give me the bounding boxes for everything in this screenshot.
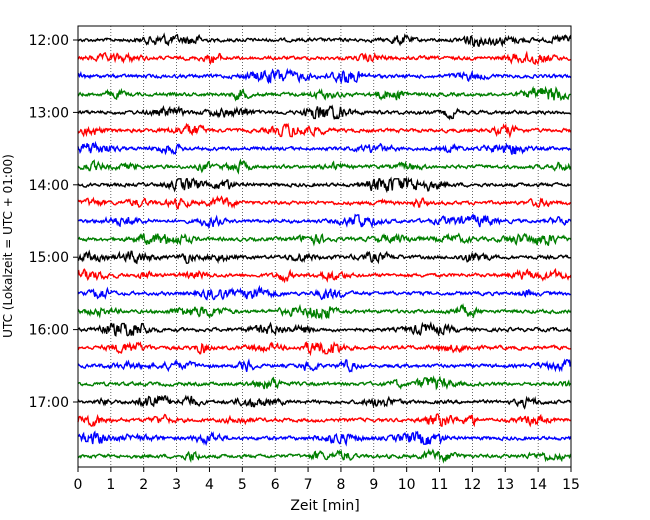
- trace-15: [77, 284, 571, 301]
- trace-16: [77, 302, 572, 321]
- x-tick-label-13: 13: [496, 477, 514, 493]
- trace-9: [77, 176, 572, 194]
- trace-20: [77, 375, 572, 391]
- trace-11: [77, 213, 572, 230]
- trace-10: [77, 195, 571, 210]
- y-tick-label-13:00: 13:00: [29, 105, 69, 121]
- x-tick-label-6: 6: [271, 477, 280, 493]
- trace-21: [77, 394, 572, 410]
- plot-background: [78, 26, 571, 467]
- y-tick-label-12:00: 12:00: [29, 33, 69, 49]
- trace-6: [77, 122, 572, 139]
- trace-2: [77, 50, 571, 66]
- trace-18: [77, 341, 572, 357]
- trace-1: [77, 32, 572, 48]
- trace-3: [77, 67, 572, 85]
- trace-12: [77, 232, 572, 247]
- trace-13: [77, 249, 571, 265]
- seismic-traces: [77, 32, 572, 464]
- y-tick-label-14:00: 14:00: [29, 178, 69, 194]
- y-tick-label-16:00: 16:00: [29, 323, 69, 339]
- trace-7: [77, 140, 571, 156]
- x-tick-label-9: 9: [369, 477, 378, 493]
- trace-24: [77, 448, 572, 464]
- trace-19: [77, 358, 572, 373]
- x-tick-label-12: 12: [463, 477, 481, 493]
- x-tick-label-4: 4: [205, 477, 214, 493]
- trace-4: [77, 85, 572, 102]
- x-tick-label-15: 15: [562, 477, 580, 493]
- plot-frame: [77, 25, 572, 468]
- x-tick-label-7: 7: [304, 477, 313, 493]
- x-tick-label-8: 8: [336, 477, 345, 493]
- y-tick-label-15:00: 15:00: [29, 250, 69, 266]
- x-tick-label-3: 3: [172, 477, 181, 493]
- trace-14: [77, 267, 572, 284]
- trace-23: [77, 430, 572, 447]
- trace-5: [77, 104, 572, 121]
- x-tick-label-2: 2: [139, 477, 148, 493]
- trace-22: [77, 413, 572, 428]
- x-tick-label-0: 0: [74, 477, 83, 493]
- x-tick-label-11: 11: [431, 477, 449, 493]
- trace-8: [77, 158, 572, 175]
- trace-17: [77, 320, 572, 337]
- x-axis-label: Zeit [min]: [290, 498, 359, 514]
- y-axis-ticks: 12:00 13:00 14:00 15:00 16:00 17:00: [29, 33, 78, 411]
- y-tick-label-17:00: 17:00: [29, 395, 69, 411]
- x-axis-ticks: 0 1 2 3 4 5 6 7 8 9 10 11 12 13 14 15: [74, 467, 580, 493]
- x-tick-label-1: 1: [106, 477, 115, 493]
- x-tick-label-14: 14: [529, 477, 547, 493]
- y-axis-label: UTC (Lokalzeit = UTC + 01:00): [1, 154, 15, 338]
- x-tick-label-10: 10: [398, 477, 416, 493]
- x-tick-label-5: 5: [238, 477, 247, 493]
